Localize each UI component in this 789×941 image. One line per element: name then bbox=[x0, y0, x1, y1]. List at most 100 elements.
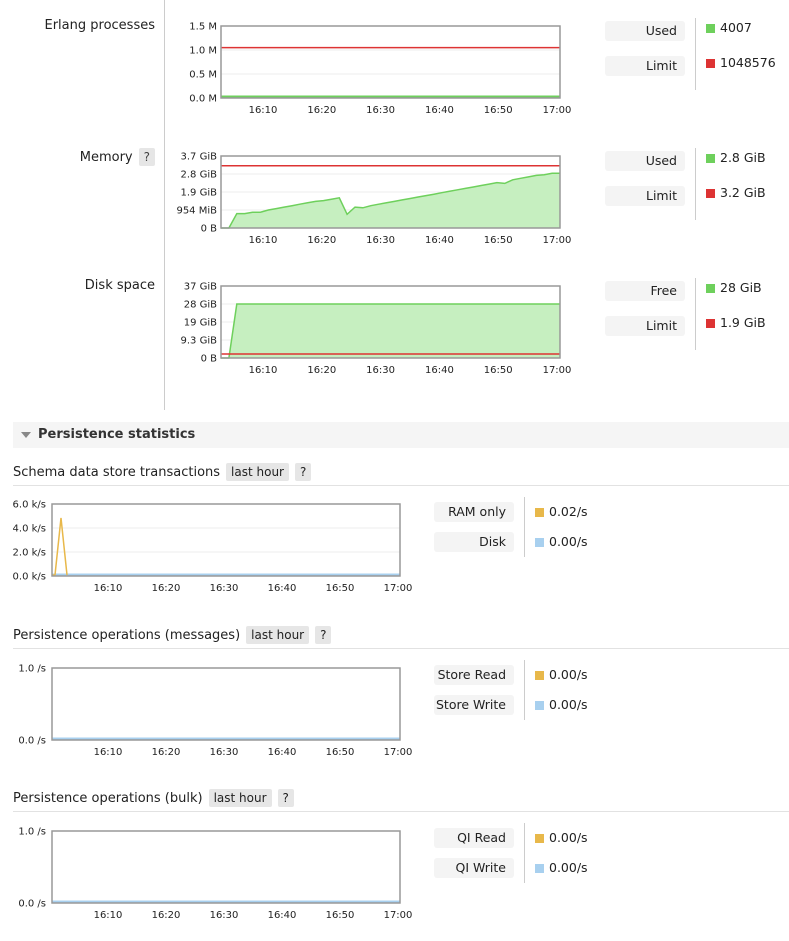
chart-title-row: Persistence operations (bulk) last hour? bbox=[13, 789, 294, 807]
x-tick-label: 16:50 bbox=[326, 910, 355, 921]
y-tick-label: 6.0 k/s bbox=[13, 500, 46, 511]
legend-used-button[interactable]: Used bbox=[605, 151, 685, 171]
x-tick-label: 16:30 bbox=[366, 365, 395, 376]
x-tick-label: 16:40 bbox=[268, 583, 297, 594]
help-button[interactable]: ? bbox=[295, 463, 312, 481]
persistence-section-title: Persistence statistics bbox=[38, 427, 196, 442]
plot-frame bbox=[220, 155, 561, 229]
x-tick-label: 16:20 bbox=[307, 365, 336, 376]
time-range-button[interactable]: last hour bbox=[208, 789, 272, 807]
y-tick-label: 0 B bbox=[201, 224, 218, 235]
legend-ram-only-button[interactable]: RAM only bbox=[434, 502, 514, 522]
x-tick-label: 17:00 bbox=[384, 910, 413, 921]
store-write-value: 0.00/s bbox=[549, 697, 588, 712]
limit-value: 3.2 GiB bbox=[720, 185, 766, 200]
disk-value: 0.00/s bbox=[549, 534, 588, 549]
x-tick-label: 17:00 bbox=[543, 365, 572, 376]
memory-row: Memory? 3.7 GiB 2.8 GiB 1.9 GiB 954 MiB 0 B 1… bbox=[0, 130, 789, 260]
x-tick-label: 17:00 bbox=[543, 105, 572, 116]
erlang-processes-row: Erlang processes 1.5 M 1.0 M 0.5 M 0.0 M 16:… bbox=[0, 0, 789, 130]
legend-limit-button[interactable]: Limit bbox=[605, 316, 685, 336]
x-tick-label: 17:00 bbox=[543, 235, 572, 246]
collapse-triangle-icon bbox=[21, 432, 31, 438]
help-button[interactable]: ? bbox=[277, 789, 294, 807]
erlang-processes-label: Erlang processes bbox=[44, 18, 156, 33]
plot-frame bbox=[51, 667, 401, 741]
limit-swatch bbox=[706, 59, 715, 68]
legend-store-read-button[interactable]: Store Read bbox=[434, 665, 514, 685]
disk-space-row: Disk space 37 GiB 28 GiB 19 GiB 9.3 GiB 0 B 1… bbox=[0, 260, 789, 390]
x-tick-label: 16:10 bbox=[94, 583, 123, 594]
ram-series-line bbox=[52, 517, 68, 576]
series-line bbox=[221, 172, 560, 229]
x-tick-label: 16:40 bbox=[268, 747, 297, 758]
y-tick-label: 0.0 /s bbox=[18, 899, 46, 910]
chart-title-row: Schema data store transactions last hour? bbox=[13, 463, 312, 481]
schema-transactions-title: Schema data store transactions bbox=[13, 465, 221, 480]
overview-divider bbox=[164, 0, 165, 410]
qi-read-swatch bbox=[535, 834, 544, 843]
schema-transactions-chart: 6.0 k/s 4.0 k/s 2.0 k/s 0.0 k/s 16:10 16:20 16… bbox=[13, 500, 413, 595]
x-tick-label: 16:50 bbox=[326, 747, 355, 758]
legend-disk-button[interactable]: Disk bbox=[434, 532, 514, 552]
persistence-bulk-title: Persistence operations (bulk) bbox=[13, 791, 203, 806]
x-tick-label: 16:20 bbox=[152, 747, 181, 758]
y-tick-label: 4.0 k/s bbox=[13, 524, 46, 535]
used-value: 4007 bbox=[720, 20, 752, 35]
memory-label: Memory bbox=[79, 150, 133, 165]
x-tick-label: 16:50 bbox=[326, 583, 355, 594]
y-tick-label: 954 MiB bbox=[176, 206, 217, 217]
legend-qi-read-button[interactable]: QI Read bbox=[434, 828, 514, 848]
y-tick-label: 1.0 M bbox=[189, 46, 217, 57]
free-value: 28 GiB bbox=[720, 280, 762, 295]
ram-only-swatch bbox=[535, 508, 544, 517]
disk-space-label: Disk space bbox=[84, 278, 155, 293]
legend-limit-button[interactable]: Limit bbox=[605, 56, 685, 76]
disk-swatch bbox=[535, 538, 544, 547]
y-tick-label: 1.0 /s bbox=[18, 827, 46, 838]
help-button[interactable]: ? bbox=[315, 626, 332, 644]
title-underline bbox=[13, 648, 789, 649]
legend-divider bbox=[695, 278, 696, 350]
x-tick-label: 16:20 bbox=[152, 583, 181, 594]
disk-space-chart: 37 GiB 28 GiB 19 GiB 9.3 GiB 0 B 16:10 16:20 16… bbox=[181, 282, 572, 377]
limit-swatch bbox=[706, 319, 715, 328]
legend-divider bbox=[524, 497, 525, 557]
legend-divider bbox=[524, 660, 525, 720]
x-tick-label: 16:40 bbox=[268, 910, 297, 921]
time-range-button[interactable]: last hour bbox=[246, 626, 310, 644]
memory-help-button[interactable]: ? bbox=[138, 148, 155, 166]
y-tick-label: 1.9 GiB bbox=[181, 188, 218, 199]
y-tick-label: 0.5 M bbox=[189, 70, 217, 81]
y-tick-label: 9.3 GiB bbox=[181, 336, 218, 347]
title-underline bbox=[13, 811, 789, 812]
legend-qi-write-button[interactable]: QI Write bbox=[434, 858, 514, 878]
y-tick-label: 37 GiB bbox=[184, 282, 217, 293]
legend-divider bbox=[695, 18, 696, 90]
legend-divider bbox=[695, 148, 696, 220]
x-tick-label: 16:10 bbox=[94, 747, 123, 758]
y-tick-label: 0.0 /s bbox=[18, 736, 46, 747]
used-value: 2.8 GiB bbox=[720, 150, 766, 165]
x-tick-label: 16:30 bbox=[210, 910, 239, 921]
legend-used-button[interactable]: Used bbox=[605, 21, 685, 41]
persistence-section-toggle[interactable]: Persistence statistics bbox=[13, 422, 789, 448]
used-swatch bbox=[706, 24, 715, 33]
x-tick-label: 16:10 bbox=[249, 105, 278, 116]
plot-frame bbox=[51, 503, 401, 577]
time-range-button[interactable]: last hour bbox=[226, 463, 289, 481]
legend-free-button[interactable]: Free bbox=[605, 281, 685, 301]
x-tick-label: 17:00 bbox=[384, 747, 413, 758]
x-tick-label: 16:50 bbox=[484, 235, 513, 246]
persistence-messages-title: Persistence operations (messages) bbox=[13, 628, 241, 643]
plot-frame bbox=[220, 25, 561, 99]
y-tick-label: 1.5 M bbox=[189, 22, 217, 33]
series-area bbox=[221, 304, 560, 358]
used-swatch bbox=[706, 154, 715, 163]
legend-store-write-button[interactable]: Store Write bbox=[434, 695, 514, 715]
store-read-swatch bbox=[535, 671, 544, 680]
y-tick-label: 2.8 GiB bbox=[181, 170, 218, 181]
y-tick-label: 0.0 k/s bbox=[13, 572, 46, 583]
y-tick-label: 0 B bbox=[201, 354, 218, 365]
legend-limit-button[interactable]: Limit bbox=[605, 186, 685, 206]
